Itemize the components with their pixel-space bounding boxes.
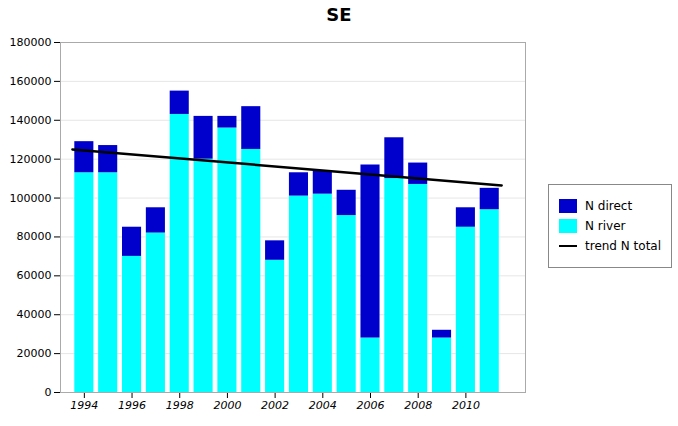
svg-text:160000: 160000	[10, 75, 52, 88]
svg-text:140000: 140000	[10, 114, 52, 127]
svg-text:2004: 2004	[309, 399, 337, 412]
svg-text:180000: 180000	[10, 36, 52, 49]
svg-text:2000: 2000	[213, 399, 241, 412]
svg-text:2010: 2010	[452, 399, 480, 412]
html-text:trend N total: trend N total	[585, 239, 661, 253]
svg-text:1998: 1998	[166, 399, 194, 412]
svg-text:100000: 100000	[10, 192, 52, 205]
svg-text:0: 0	[45, 386, 52, 399]
html-text:N direct: N direct	[585, 199, 633, 213]
html-text:SE: SE	[326, 4, 352, 25]
svg-text:2006: 2006	[357, 399, 385, 412]
html-text:N river: N river	[585, 219, 626, 233]
svg-text:120000: 120000	[10, 153, 52, 166]
svg-text:1994: 1994	[70, 399, 98, 412]
svg-text:1996: 1996	[118, 399, 146, 412]
svg-text:2002: 2002	[261, 399, 289, 412]
svg-text:60000: 60000	[17, 269, 52, 282]
svg-text:2008: 2008	[404, 399, 432, 412]
svg-text:80000: 80000	[17, 230, 52, 243]
svg-text:20000: 20000	[17, 347, 52, 360]
svg-text:40000: 40000	[17, 308, 52, 321]
